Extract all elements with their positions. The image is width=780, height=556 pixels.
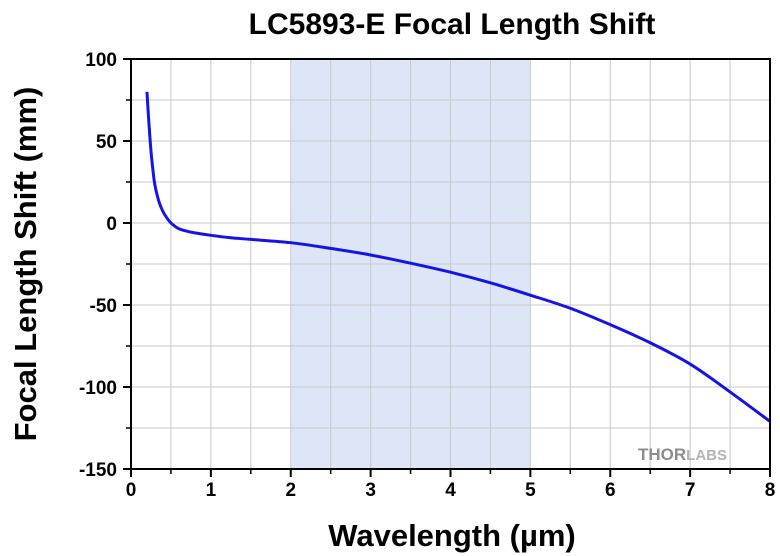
y-tick-label: 0 (106, 214, 117, 235)
watermark-labs: LABS (686, 447, 727, 464)
x-tick-label: 7 (685, 480, 696, 501)
y-tick-label: 100 (85, 50, 117, 71)
x-tick-label: 6 (605, 480, 616, 501)
focal-shift-curve (145, 91, 771, 423)
x-tick-label: 3 (365, 480, 376, 501)
x-axis-label: Wavelength (µm) (328, 518, 576, 553)
y-tick-label: -50 (90, 296, 117, 317)
x-tick-label: 8 (765, 480, 776, 501)
y-tick-label: 50 (96, 132, 117, 153)
y-axis-label: Focal Length Shift (mm) (8, 87, 43, 442)
x-tick-label: 2 (285, 480, 296, 501)
grid-lines (131, 59, 770, 469)
plot-frame (130, 58, 771, 470)
thorlabs-watermark: THORLABS (638, 445, 727, 464)
tick-labels: 0 1 2 3 4 5 6 7 8 100 50 0 -50 -100 -150 (79, 50, 775, 501)
chart-title: LC5893-E Focal Length Shift (249, 8, 656, 41)
y-tick-label: -150 (79, 460, 117, 481)
x-tick-label: 4 (445, 480, 456, 501)
x-tick-label: 5 (525, 480, 536, 501)
axis-ticks (123, 58, 771, 477)
y-tick-label: -100 (79, 378, 117, 399)
x-tick-label: 1 (206, 480, 217, 501)
watermark-thor: THOR (638, 445, 686, 464)
svg-text:THORLABS: THORLABS (638, 445, 727, 464)
x-tick-label: 0 (126, 480, 137, 501)
